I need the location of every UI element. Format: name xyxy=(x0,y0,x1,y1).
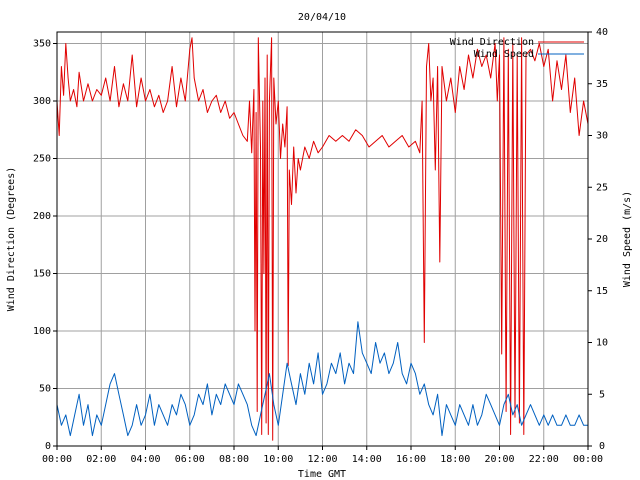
right-axis-label: Wind Speed (m/s) xyxy=(622,191,633,287)
legend: Wind Direction Wind Speed xyxy=(450,37,584,60)
x-tick-label: 00:00 xyxy=(573,454,603,465)
left-tick-label: 50 xyxy=(39,384,51,395)
x-tick-label: 02:00 xyxy=(86,454,116,465)
x-tick-label: 10:00 xyxy=(263,454,293,465)
x-tick-label: 00:00 xyxy=(42,454,72,465)
x-tick-label: 08:00 xyxy=(219,454,249,465)
left-tick-label: 200 xyxy=(33,211,51,222)
series-line-wind-speed xyxy=(56,321,588,437)
x-tick-label: 16:00 xyxy=(396,454,426,465)
x-tick-label: 22:00 xyxy=(529,454,559,465)
series-layer xyxy=(56,37,589,441)
right-tick-label: 35 xyxy=(596,79,608,90)
grid-lines xyxy=(57,32,588,446)
left-axis: 0 50 100 150 200 250 300 350 xyxy=(33,39,57,452)
right-tick-label: 30 xyxy=(596,131,608,142)
x-tick-label: 14:00 xyxy=(352,454,382,465)
series-line-wind-direction xyxy=(56,37,589,441)
left-tick-label: 250 xyxy=(33,154,51,165)
left-tick-label: 150 xyxy=(33,269,51,280)
right-tick-label: 15 xyxy=(596,286,608,297)
x-tick-label: 04:00 xyxy=(130,454,160,465)
left-tick-label: 100 xyxy=(33,326,51,337)
right-tick-label: 20 xyxy=(596,234,608,245)
right-tick-label: 0 xyxy=(599,441,605,452)
chart-title: 20/04/10 xyxy=(298,12,346,23)
legend-label-wind-speed: Wind Speed xyxy=(474,49,534,60)
x-tick-label: 18:00 xyxy=(440,454,470,465)
x-axis: 00:00 02:00 04:00 06:00 08:00 10:00 12:00 14:00… xyxy=(42,446,603,465)
right-tick-label: 5 xyxy=(599,389,605,400)
x-tick-label: 06:00 xyxy=(175,454,205,465)
left-axis-label: Wind Direction (Degrees) xyxy=(6,167,17,312)
left-tick-label: 300 xyxy=(33,96,51,107)
x-tick-label: 20:00 xyxy=(484,454,514,465)
left-tick-label: 350 xyxy=(33,39,51,50)
x-tick-label: 12:00 xyxy=(307,454,337,465)
x-axis-label: Time GMT xyxy=(298,469,346,480)
right-axis: 0 5 10 15 20 25 30 35 40 xyxy=(588,27,608,452)
legend-label-wind-direction: Wind Direction xyxy=(450,37,534,48)
right-tick-label: 25 xyxy=(596,182,608,193)
right-tick-label: 40 xyxy=(596,27,608,38)
left-tick-label: 0 xyxy=(45,441,51,452)
right-tick-label: 10 xyxy=(596,338,608,349)
